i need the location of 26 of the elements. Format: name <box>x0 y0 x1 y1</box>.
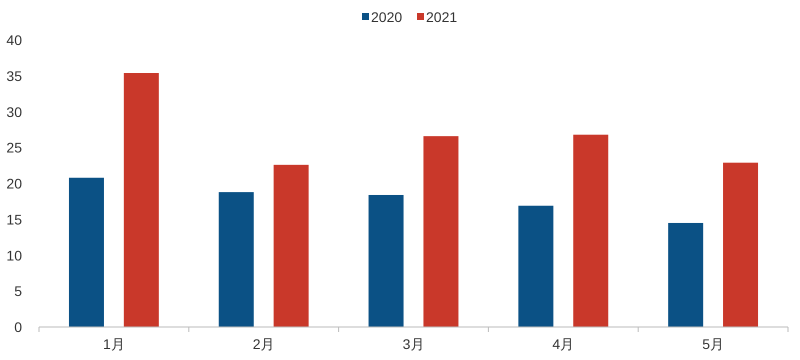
bar <box>218 192 254 327</box>
y-tick-label: 15 <box>6 211 22 228</box>
y-tick-label: 10 <box>6 247 22 264</box>
bar <box>124 73 159 327</box>
bar <box>723 162 758 327</box>
bar <box>573 134 608 327</box>
legend-label: 2021 <box>426 9 458 25</box>
y-tick-label: 20 <box>6 176 22 192</box>
x-tick-label: 2月 <box>252 336 275 352</box>
y-tick-label: 35 <box>6 68 22 84</box>
x-tick-label: 4月 <box>552 336 574 352</box>
bar <box>518 206 554 327</box>
bar <box>274 164 309 327</box>
bar <box>423 136 458 327</box>
x-tick-label: 3月 <box>402 336 424 352</box>
bar <box>668 222 704 327</box>
y-tick-label: 25 <box>6 140 22 156</box>
y-tick-label: 0 <box>14 319 22 335</box>
y-tick-label: 5 <box>14 283 22 300</box>
y-tick-label: 40 <box>6 32 22 48</box>
legend-label: 2020 <box>371 9 402 25</box>
bar <box>68 178 104 327</box>
bar <box>368 194 404 327</box>
x-tick-label: 5月 <box>702 336 724 352</box>
x-tick-label: 1月 <box>103 336 125 352</box>
y-tick-label: 30 <box>6 104 22 120</box>
